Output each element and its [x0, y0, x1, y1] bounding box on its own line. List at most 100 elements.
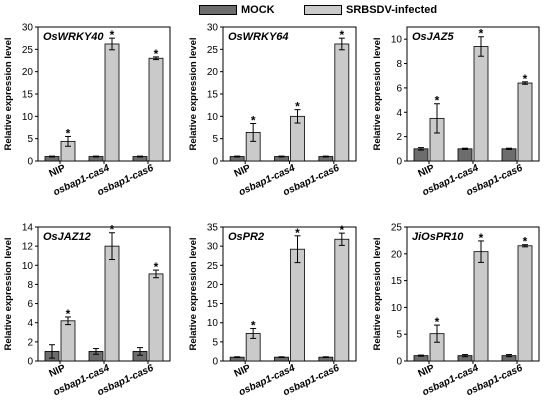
significance-mark: *	[110, 28, 115, 42]
significance-mark: *	[66, 307, 71, 321]
y-tick-label: 20	[207, 280, 219, 291]
y-tick-label: 14	[22, 223, 34, 234]
y-tick-label: 15	[391, 276, 403, 287]
chart-panel: 0 2 4 6 8 10 Relative expression level OsJAZ5 * N…	[372, 26, 540, 198]
chart-panel: 0 5 10 15 20 25 Relative expression level JiOsP…	[372, 223, 540, 398]
y-tick-label: 10	[22, 261, 34, 272]
significance-mark: *	[479, 27, 484, 41]
significance-mark: *	[295, 100, 300, 114]
chart-title: OsWRKY64	[228, 31, 289, 43]
y-tick-label: 5	[396, 330, 402, 341]
y-axis-label: Relative expression level	[3, 37, 14, 150]
chart-panel: 0 5 10 15 20 25 30 Relative expression level OsW…	[3, 23, 171, 198]
legend-label-infected: SRBSDV-infected	[346, 4, 438, 16]
significance-mark: *	[154, 47, 159, 61]
y-tick-label: 5	[212, 337, 218, 348]
y-tick-label: 8	[27, 280, 33, 291]
bar	[473, 46, 489, 162]
significance-mark: *	[339, 223, 344, 237]
y-tick-label: 15	[22, 90, 34, 101]
y-tick-label: 0	[396, 157, 402, 168]
significance-mark: *	[66, 126, 71, 140]
y-tick-label: 20	[22, 67, 34, 78]
y-tick-label: 4	[396, 108, 402, 119]
x-tick-label: NIP	[233, 163, 253, 180]
significance-mark: *	[251, 113, 256, 127]
y-axis-label: Relative expression level	[372, 237, 383, 350]
y-tick-label: 10	[22, 112, 34, 123]
y-tick-label: 30	[207, 242, 219, 253]
significance-mark: *	[154, 260, 159, 274]
x-tick-label: NIP	[417, 363, 437, 380]
y-tick-label: 12	[22, 242, 34, 253]
significance-mark: *	[523, 235, 528, 249]
y-tick-label: 25	[391, 223, 403, 234]
significance-mark: *	[295, 226, 300, 240]
significance-mark: *	[435, 94, 440, 108]
y-tick-label: 0	[212, 357, 218, 368]
x-tick-label: NIP	[48, 363, 68, 380]
y-tick-label: 5	[212, 134, 218, 145]
y-tick-label: 10	[207, 112, 219, 123]
bar	[457, 148, 473, 162]
chart-panel: 0 2 4 6 8 10 12 14 Relative expression level OsJA…	[3, 223, 171, 398]
significance-mark: *	[479, 231, 484, 245]
y-tick-label: 2	[396, 132, 402, 143]
bar	[517, 245, 533, 362]
chart-panel: 0 5 10 15 20 25 30 35 Relative expression level O…	[188, 223, 357, 398]
legend: MOCK SRBSDV-infected	[0, 0, 550, 20]
y-tick-label: 25	[207, 261, 219, 272]
legend-item-mock: MOCK	[199, 4, 275, 16]
chart-title: OsJAZ12	[43, 231, 91, 243]
y-axis-label: Relative expression level	[188, 237, 199, 350]
bar	[104, 43, 120, 162]
x-tick-label: NIP	[233, 363, 253, 380]
y-tick-label: 35	[207, 223, 219, 234]
significance-mark: *	[110, 223, 115, 237]
bar	[334, 238, 350, 362]
y-tick-label: 4	[27, 318, 33, 329]
y-tick-label: 25	[207, 45, 219, 56]
y-tick-label: 30	[22, 23, 34, 34]
y-tick-label: 20	[391, 249, 403, 260]
chart-title: OsJAZ5	[412, 31, 454, 43]
y-tick-label: 20	[207, 67, 219, 78]
bar	[148, 57, 164, 162]
chart-title: JiOsPR10	[412, 231, 464, 243]
legend-swatch-infected	[304, 5, 342, 15]
y-tick-label: 6	[396, 83, 402, 94]
y-tick-label: 25	[22, 45, 34, 56]
chart-panel: 0 5 10 15 20 25 30 Relative expression level OsW…	[188, 23, 357, 198]
bar	[148, 273, 164, 362]
y-axis-label: Relative expression level	[188, 37, 199, 150]
y-tick-label: 30	[207, 23, 219, 34]
y-tick-label: 0	[396, 357, 402, 368]
y-tick-label: 5	[27, 134, 33, 145]
bar	[517, 82, 533, 162]
chart-title: OsWRKY40	[43, 31, 104, 43]
bar	[413, 148, 429, 162]
y-tick-label: 8	[396, 59, 402, 70]
bar	[290, 248, 305, 362]
significance-mark: *	[251, 318, 256, 332]
bar	[60, 320, 76, 362]
chart-title: OsPR2	[228, 231, 264, 243]
y-tick-label: 15	[207, 90, 219, 101]
bar	[334, 43, 350, 162]
y-tick-label: 15	[207, 299, 219, 310]
x-tick-label: NIP	[417, 163, 437, 180]
legend-label-mock: MOCK	[241, 4, 275, 16]
y-tick-label: 0	[27, 357, 33, 368]
bar	[104, 245, 120, 362]
y-tick-label: 0	[27, 157, 33, 168]
y-tick-label: 10	[391, 35, 403, 46]
bar	[501, 148, 517, 162]
legend-swatch-mock	[199, 5, 237, 15]
y-tick-label: 0	[212, 157, 218, 168]
x-tick-label: NIP	[48, 163, 68, 180]
legend-item-infected: SRBSDV-infected	[304, 4, 437, 16]
y-tick-label: 10	[207, 318, 219, 329]
significance-mark: *	[523, 72, 528, 86]
y-tick-label: 2	[27, 337, 33, 348]
